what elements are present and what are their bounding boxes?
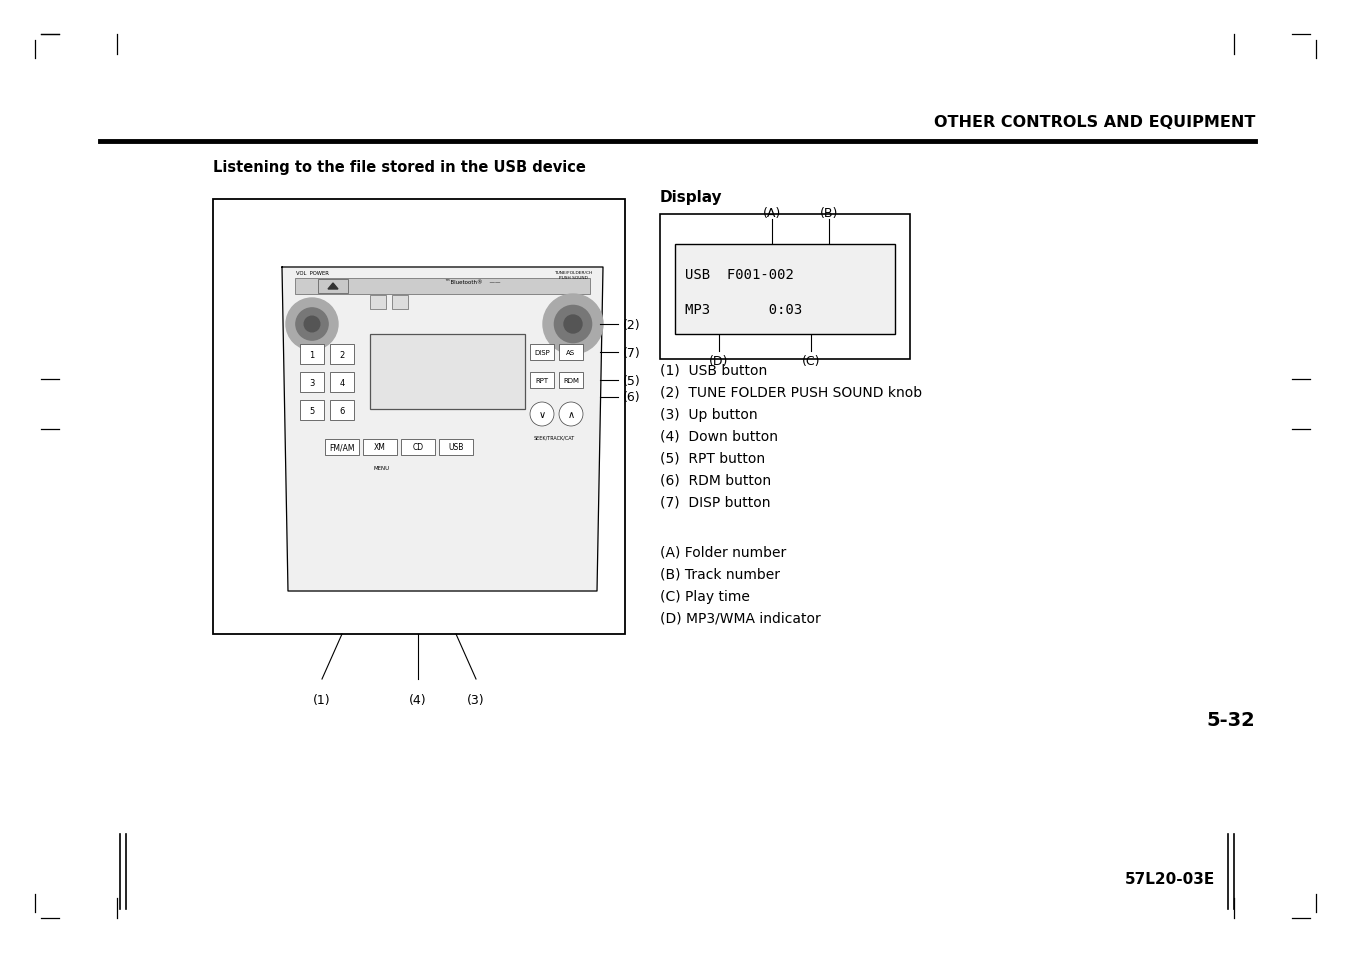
Text: (5)  RPT button: (5) RPT button (661, 452, 765, 465)
Text: (2)  TUNE FOLDER PUSH SOUND knob: (2) TUNE FOLDER PUSH SOUND knob (661, 386, 923, 399)
Text: (4)  Down button: (4) Down button (661, 430, 778, 443)
Text: (C) Play time: (C) Play time (661, 589, 750, 603)
Text: (7)  DISP button: (7) DISP button (661, 496, 770, 510)
Bar (676, 245, 894, 335)
Text: Listening to the file stored in the USB device: Listening to the file stored in the USB … (213, 160, 586, 174)
Circle shape (554, 306, 592, 343)
Text: 1: 1 (309, 350, 315, 359)
Text: ∨: ∨ (539, 410, 546, 419)
Text: (2): (2) (623, 318, 640, 331)
Text: CD: CD (412, 443, 424, 452)
Bar (330, 345, 354, 365)
Bar (559, 345, 584, 360)
Text: (D): (D) (709, 355, 728, 368)
Text: (1)  USB button: (1) USB button (661, 364, 767, 377)
Bar (330, 373, 354, 393)
Text: (6)  RDM button: (6) RDM button (661, 474, 771, 488)
Text: (7): (7) (623, 346, 640, 359)
Text: (5): (5) (623, 375, 640, 387)
Bar (300, 373, 324, 393)
Text: (6): (6) (623, 391, 640, 404)
Polygon shape (328, 284, 338, 290)
Text: XM: XM (374, 443, 386, 452)
Text: (A): (A) (763, 207, 781, 220)
Circle shape (304, 316, 320, 333)
Bar (300, 400, 324, 420)
Circle shape (543, 294, 603, 355)
Text: Display: Display (661, 190, 723, 205)
Circle shape (286, 298, 338, 351)
Bar (326, 439, 359, 456)
Text: RDM: RDM (563, 377, 580, 384)
Text: 57L20-03E: 57L20-03E (1125, 872, 1215, 886)
Text: USB: USB (449, 443, 463, 452)
Bar (401, 439, 435, 456)
Text: MENU: MENU (374, 465, 390, 471)
Polygon shape (282, 268, 603, 592)
Text: AS: AS (566, 350, 576, 355)
Bar (530, 345, 554, 360)
Text: 2: 2 (339, 350, 345, 359)
Text: (B) Track number: (B) Track number (661, 567, 780, 581)
Bar (300, 345, 324, 365)
Text: (3): (3) (467, 693, 485, 706)
Circle shape (559, 402, 584, 427)
Text: USB  F001-002: USB F001-002 (685, 268, 794, 282)
Circle shape (296, 309, 328, 341)
Bar (295, 278, 590, 294)
Text: VOL  POWER: VOL POWER (296, 271, 328, 275)
Text: 5-32: 5-32 (1206, 710, 1255, 729)
Text: 4: 4 (339, 378, 345, 387)
Bar (559, 373, 584, 389)
Bar (363, 439, 397, 456)
Bar (317, 280, 349, 294)
Text: FM/AM: FM/AM (330, 443, 355, 452)
Text: MP3       0:03: MP3 0:03 (685, 303, 802, 316)
Bar (213, 200, 626, 635)
Bar (661, 214, 911, 359)
Bar (330, 400, 354, 420)
Text: (1): (1) (313, 693, 331, 706)
Text: TUNE/FOLDER/CH
PUSH SOUND: TUNE/FOLDER/CH PUSH SOUND (554, 271, 592, 279)
Text: (D) MP3/WMA indicator: (D) MP3/WMA indicator (661, 612, 821, 625)
Text: 5: 5 (309, 406, 315, 416)
Text: DISP: DISP (534, 350, 550, 355)
Bar (530, 373, 554, 389)
Bar (392, 295, 408, 310)
Text: RPT: RPT (535, 377, 549, 384)
Text: 6: 6 (339, 406, 345, 416)
Bar (439, 439, 473, 456)
Text: OTHER CONTROLS AND EQUIPMENT: OTHER CONTROLS AND EQUIPMENT (934, 115, 1255, 130)
Text: (B): (B) (820, 207, 838, 220)
Text: ™Bluetooth®    ——: ™Bluetooth® —— (444, 280, 500, 285)
Text: ∧: ∧ (567, 410, 574, 419)
Text: (C): (C) (802, 355, 820, 368)
Bar (370, 335, 526, 410)
Text: (A) Folder number: (A) Folder number (661, 545, 786, 559)
Text: 3: 3 (309, 378, 315, 387)
Circle shape (530, 402, 554, 427)
Text: (3)  Up button: (3) Up button (661, 408, 758, 421)
Bar (370, 295, 386, 310)
Circle shape (563, 315, 582, 334)
Text: (4): (4) (409, 693, 427, 706)
Text: SEEK/TRACK/CAT: SEEK/TRACK/CAT (534, 435, 574, 439)
